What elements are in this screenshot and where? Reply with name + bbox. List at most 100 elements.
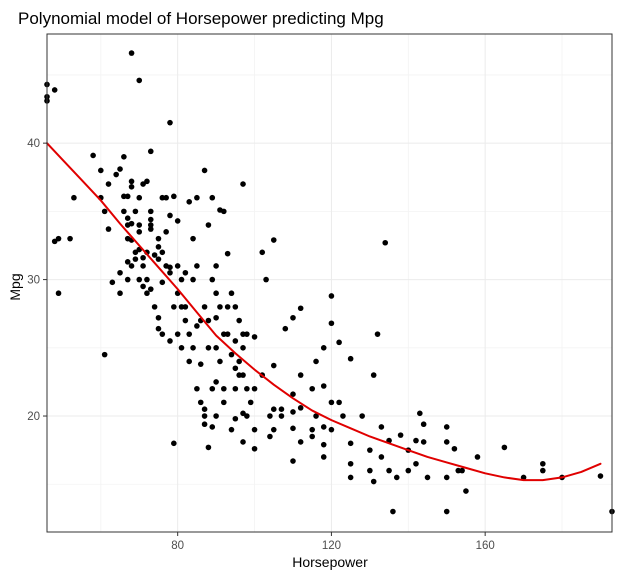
data-point: [240, 345, 246, 351]
y-axis-tick-label: 30: [27, 275, 40, 287]
data-point: [270, 426, 277, 433]
data-point: [244, 385, 250, 392]
data-point: [228, 351, 235, 358]
axes: 80 120 160 20 30 40: [27, 33, 613, 552]
data-point: [51, 238, 58, 245]
data-point: [186, 331, 193, 337]
data-point: [320, 383, 327, 389]
data-point: [121, 208, 127, 215]
data-point: [290, 314, 296, 321]
data-point: [147, 286, 154, 292]
data-point: [417, 410, 423, 417]
data-point: [190, 235, 196, 242]
data-point: [117, 166, 123, 172]
data-point: [209, 276, 216, 283]
data-point: [463, 488, 469, 494]
data-point: [336, 339, 342, 346]
data-point: [347, 355, 354, 362]
data-point: [128, 178, 135, 185]
data-point: [393, 474, 400, 481]
data-point: [159, 279, 166, 286]
data-point: [297, 305, 304, 312]
data-point: [443, 424, 450, 430]
data-point: [378, 454, 385, 460]
data-point: [136, 229, 143, 235]
data-point: [105, 181, 112, 187]
data-point: [136, 77, 143, 84]
data-point: [167, 212, 173, 219]
data-point: [328, 320, 335, 327]
data-point: [270, 362, 277, 369]
data-point: [213, 314, 219, 321]
data-point: [201, 167, 208, 174]
y-axis-title: Mpg: [7, 273, 23, 300]
data-point: [98, 167, 104, 174]
data-point: [155, 256, 162, 262]
data-point: [390, 508, 396, 515]
data-point: [378, 424, 385, 430]
data-point: [244, 413, 250, 419]
data-point: [236, 317, 242, 324]
panel-border: [46, 33, 613, 533]
data-point: [147, 222, 154, 228]
data-point: [297, 372, 304, 378]
data-point: [320, 441, 327, 448]
data-point: [474, 454, 481, 460]
data-point: [163, 194, 169, 201]
data-point: [105, 226, 112, 232]
data-point: [147, 216, 154, 223]
data-point: [113, 171, 119, 178]
data-point: [259, 249, 266, 256]
data-point: [309, 433, 316, 440]
data-point: [420, 439, 427, 445]
data-point: [147, 226, 154, 232]
data-point: [197, 399, 204, 406]
data-point: [228, 426, 235, 433]
data-point: [136, 222, 143, 228]
data-point: [290, 425, 296, 432]
data-point: [171, 440, 177, 447]
data-point: [278, 406, 285, 413]
data-point: [151, 252, 158, 258]
data-point: [201, 406, 208, 413]
data-point: [221, 331, 227, 337]
data-point: [174, 218, 181, 224]
data-point: [201, 413, 208, 419]
data-point: [224, 331, 231, 337]
data-point: [205, 317, 212, 324]
data-point: [205, 345, 212, 351]
data-point: [140, 254, 146, 261]
data-point: [313, 358, 319, 365]
data-point: [151, 304, 158, 310]
data-point: [167, 264, 173, 271]
data-point: [163, 229, 169, 235]
data-point: [501, 444, 508, 451]
data-point: [540, 460, 546, 467]
data-point: [217, 358, 223, 365]
plot-panel-background: [47, 34, 612, 532]
data-point: [413, 460, 419, 467]
data-point: [247, 399, 254, 406]
data-point: [101, 351, 108, 358]
data-point: [328, 293, 335, 299]
data-point: [71, 194, 77, 201]
data-point: [197, 361, 204, 367]
data-point: [155, 244, 162, 250]
data-point: [251, 426, 258, 433]
data-point: [367, 467, 373, 474]
data-point: [328, 426, 335, 433]
data-point: [232, 338, 239, 344]
data-point: [128, 220, 135, 227]
data-point: [240, 439, 246, 445]
data-point: [359, 413, 365, 419]
data-point: [182, 304, 189, 310]
data-point: [290, 409, 296, 415]
data-point: [267, 413, 273, 419]
data-point: [140, 263, 146, 269]
data-point: [221, 399, 227, 406]
data-point: [405, 467, 412, 474]
data-point: [167, 119, 173, 126]
data-point: [209, 385, 216, 392]
data-point: [374, 331, 381, 337]
data-point: [174, 263, 181, 269]
